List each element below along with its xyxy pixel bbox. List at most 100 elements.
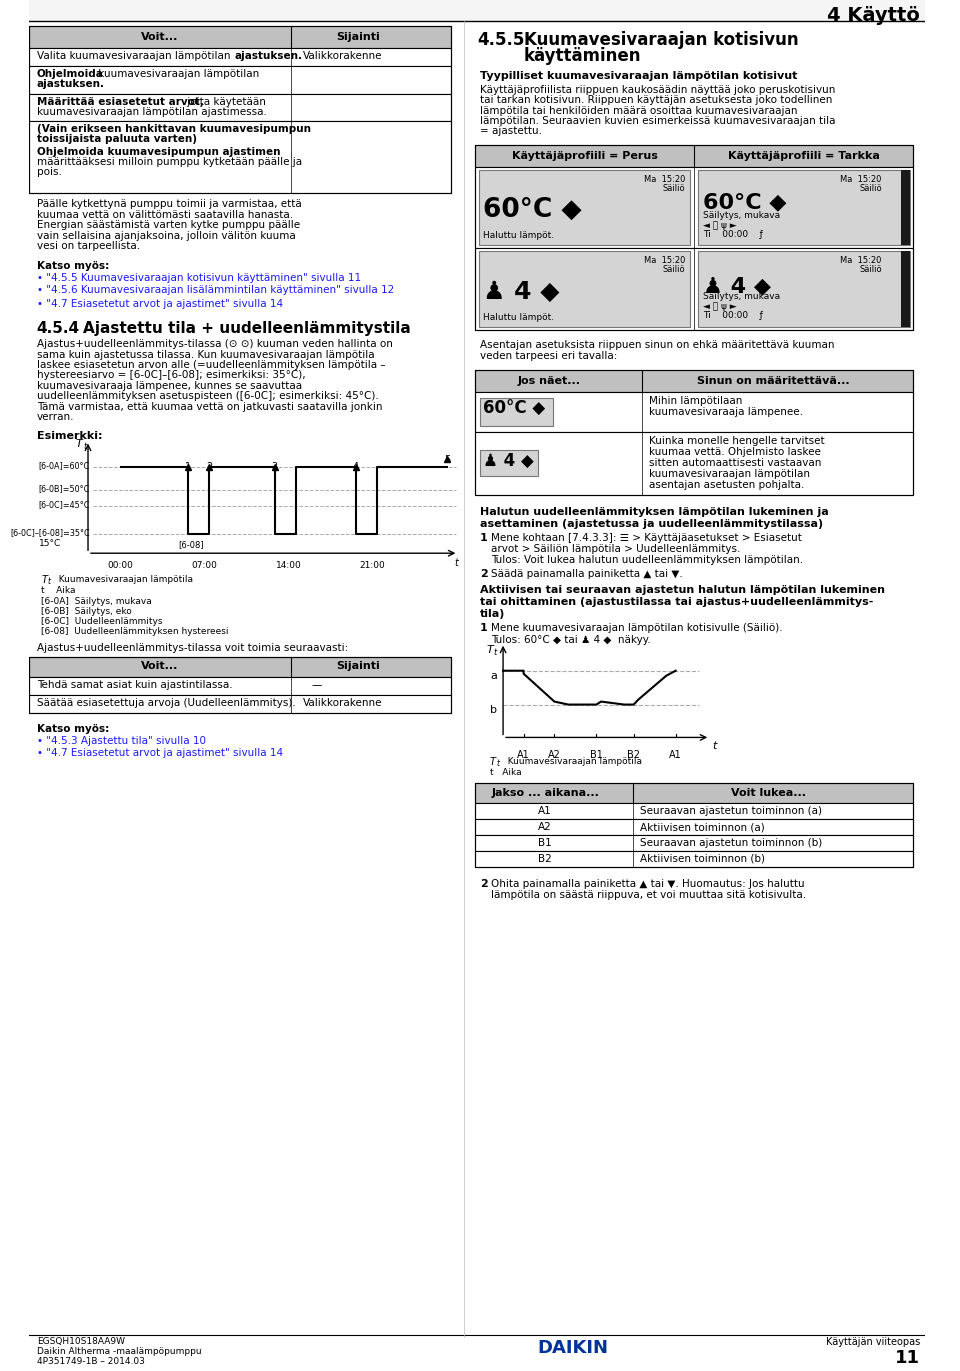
Text: t: t (455, 558, 459, 568)
Bar (29, 657, 451, 713)
Text: Säiliö: Säiliö (662, 266, 685, 274)
Text: Mene kuumavesivaraajan lämpötilan kotisivulle (Säiliö).: Mene kuumavesivaraajan lämpötilan kotisi… (491, 622, 782, 633)
Text: • "4.7 Esiasetetut arvot ja ajastimet" sivulla 14: • "4.7 Esiasetetut arvot ja ajastimet" s… (36, 299, 283, 310)
Text: joita käytetään: joita käytetään (184, 96, 266, 107)
Bar (475, 803, 914, 818)
Text: T: T (41, 574, 47, 585)
Text: 60°C ◆: 60°C ◆ (484, 400, 545, 418)
Text: kuumaa vettä. Ohjelmisto laskee: kuumaa vettä. Ohjelmisto laskee (649, 447, 821, 457)
Text: Kuumavesivaraajan lämpötila: Kuumavesivaraajan lämpötila (53, 574, 193, 584)
Text: Aktiivisen toiminnon (b): Aktiivisen toiminnon (b) (640, 854, 765, 864)
Bar (29, 93, 451, 122)
Text: T: T (487, 644, 493, 655)
Text: veden tarpeesi eri tavalla:: veden tarpeesi eri tavalla: (480, 351, 617, 361)
Text: Säiliö: Säiliö (859, 184, 882, 193)
Text: 00:00: 00:00 (108, 561, 133, 570)
Text: lämpötila tai henkilöiden määrä osoittaa kuumavesivaraajan: lämpötila tai henkilöiden määrä osoittaa… (480, 106, 797, 115)
Text: Säätää esiasetettuja arvoja (Uudelleenlämmitys).: Säätää esiasetettuja arvoja (Uudelleenlä… (36, 698, 296, 707)
Bar (475, 145, 914, 167)
Text: uudelleenlämmityksen asetuspisteen ([6-0C]; esimerkiksi: 45°C).: uudelleenlämmityksen asetuspisteen ([6-0… (36, 391, 378, 402)
Text: [6-0C]  Uudelleenlämmitys: [6-0C] Uudelleenlämmitys (41, 617, 163, 627)
Bar (480, 398, 553, 426)
Text: 11: 11 (895, 1349, 920, 1367)
Text: Valikkorakenne: Valikkorakenne (303, 51, 383, 60)
Text: • "4.5.5 Kuumavesivaraajan kotisivun käyttäminen" sivulla 11: • "4.5.5 Kuumavesivaraajan kotisivun käy… (36, 273, 361, 284)
Text: T: T (490, 757, 496, 768)
Text: Tulos: Voit lukea halutun uudelleenlämmityksen lämpötilan.: Tulos: Voit lukea halutun uudelleenlämmi… (491, 555, 804, 565)
Text: 21:00: 21:00 (360, 561, 385, 570)
Text: 5: 5 (444, 455, 450, 465)
Text: Käyttäjäprofiili = Tarkka: Käyttäjäprofiili = Tarkka (728, 151, 879, 160)
Text: Kuumavesivaraajan lämpötila: Kuumavesivaraajan lämpötila (502, 757, 642, 766)
Bar (698, 170, 910, 245)
Text: Jos näet...: Jos näet... (518, 376, 581, 385)
Text: määrittääksesi milloin pumppu kytketään päälle ja: määrittääksesi milloin pumppu kytketään … (36, 158, 301, 167)
Text: [6-0C]–[6-08]=35°C: [6-0C]–[6-08]=35°C (11, 528, 90, 537)
Text: Aktiivisen tai seuraavan ajastetun halutun lämpötilan lukeminen: Aktiivisen tai seuraavan ajastetun halut… (480, 585, 885, 595)
Text: A1: A1 (517, 750, 530, 761)
Bar (29, 26, 451, 193)
Text: Voit...: Voit... (141, 661, 179, 670)
Text: 4.5.5: 4.5.5 (477, 32, 524, 49)
Text: [6-0B]=50°C: [6-0B]=50°C (38, 484, 90, 494)
Text: t: t (84, 441, 86, 451)
Text: Ti    00:00    ƒ: Ti 00:00 ƒ (703, 311, 762, 321)
Text: [6-08]: [6-08] (179, 540, 204, 550)
Text: Ma  15:20: Ma 15:20 (840, 256, 882, 266)
Text: Sinun on määritettävä...: Sinun on määritettävä... (697, 376, 850, 385)
Text: Päälle kytkettynä pumppu toimii ja varmistaa, että: Päälle kytkettynä pumppu toimii ja varmi… (36, 199, 301, 210)
Text: Ma  15:20: Ma 15:20 (643, 256, 685, 266)
Text: [6-08]  Uudelleenlämmityksen hystereesi: [6-08] Uudelleenlämmityksen hystereesi (41, 627, 228, 636)
Bar (29, 657, 451, 677)
Text: A2: A2 (539, 823, 552, 832)
Text: A1: A1 (539, 806, 552, 816)
Text: —: — (312, 680, 323, 690)
Text: t    Aika: t Aika (41, 585, 76, 595)
Text: ♟ 4 ◆: ♟ 4 ◆ (703, 277, 771, 296)
Bar (475, 835, 914, 851)
Text: A2: A2 (548, 750, 561, 761)
Bar (475, 783, 914, 803)
Text: Voit...: Voit... (141, 32, 179, 43)
Text: Energian säästämistä varten kytke pumppu päälle: Energian säästämistä varten kytke pumppu… (36, 221, 300, 230)
Text: Jakso ... aikana...: Jakso ... aikana... (492, 788, 599, 798)
Text: [6-0A]=60°C: [6-0A]=60°C (38, 461, 90, 470)
Text: 1: 1 (184, 462, 191, 473)
Bar (29, 0, 924, 21)
Text: Ma  15:20: Ma 15:20 (840, 174, 882, 184)
Bar (479, 170, 689, 245)
Text: toissijaista paluuta varten): toissijaista paluuta varten) (36, 134, 197, 144)
Text: Käyttäjäprofiilista riippuen kaukosäädin näyttää joko peruskotisivun: Käyttäjäprofiilista riippuen kaukosäädin… (480, 85, 835, 95)
Bar (29, 66, 451, 93)
Text: vain sellaisina ajanjaksoina, jolloin välitön kuuma: vain sellaisina ajanjaksoina, jolloin vä… (36, 230, 296, 240)
Bar (475, 851, 914, 866)
Text: ajastuksen.: ajastuksen. (36, 78, 105, 89)
Text: käyttäminen: käyttäminen (523, 47, 641, 64)
Text: Kuumavesivaraajan kotisivun: Kuumavesivaraajan kotisivun (523, 32, 798, 49)
Text: Ohjelmoida kuumavesipumpun ajastimen: Ohjelmoida kuumavesipumpun ajastimen (36, 148, 280, 158)
Text: Halutun uudelleenlämmityksen lämpötilan lukeminen ja: Halutun uudelleenlämmityksen lämpötilan … (480, 507, 828, 517)
Text: [6-0B]  Säilytys, eko: [6-0B] Säilytys, eko (41, 607, 132, 616)
Text: Esimerkki:: Esimerkki: (36, 430, 102, 440)
Text: Ma  15:20: Ma 15:20 (643, 174, 685, 184)
Text: Aktiivisen toiminnon (a): Aktiivisen toiminnon (a) (640, 823, 765, 832)
Bar (475, 432, 914, 495)
Text: tai ohittaminen (ajastustilassa tai ajastus+uudelleenlämmitys-: tai ohittaminen (ajastustilassa tai ajas… (480, 596, 874, 607)
Text: arvot > Säiliön lämpötila > Uudelleenlämmitys.: arvot > Säiliön lämpötila > Uudelleenläm… (491, 544, 740, 554)
Text: 3: 3 (272, 462, 277, 473)
Text: Ti    00:00    ƒ: Ti 00:00 ƒ (703, 229, 762, 239)
Text: Ohita painamalla painiketta ▲ tai ▼. Huomautus: Jos haluttu: Ohita painamalla painiketta ▲ tai ▼. Huo… (491, 879, 804, 888)
Bar (475, 248, 914, 330)
Text: Tämä varmistaa, että kuumaa vettä on jatkuvasti saatavilla jonkin: Tämä varmistaa, että kuumaa vettä on jat… (36, 402, 382, 411)
Text: Tulos: 60°C ◆ tai ♟ 4 ◆  näkyy.: Tulos: 60°C ◆ tai ♟ 4 ◆ näkyy. (491, 635, 651, 644)
Text: 07:00: 07:00 (192, 561, 218, 570)
Text: 1: 1 (480, 622, 488, 633)
Bar (479, 251, 689, 328)
Text: 4.5.4: 4.5.4 (36, 321, 80, 336)
Text: Katso myös:: Katso myös: (36, 262, 109, 271)
Text: B2: B2 (627, 750, 640, 761)
Text: 2: 2 (206, 462, 212, 473)
Text: Ohjelmoida: Ohjelmoida (36, 69, 104, 78)
Text: Valita kuumavesivaraajan lämpötilan: Valita kuumavesivaraajan lämpötilan (36, 51, 233, 60)
Text: t: t (496, 760, 499, 768)
